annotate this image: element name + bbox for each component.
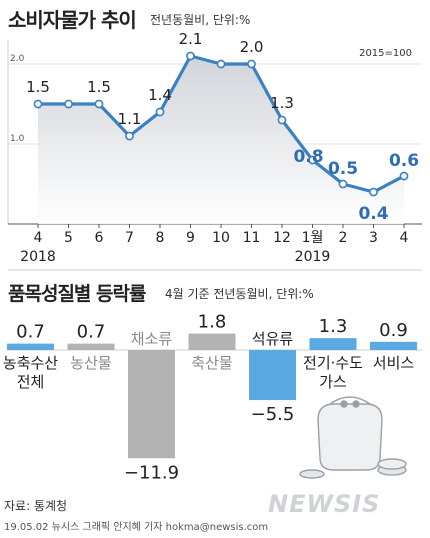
- bar-value-label: 0.9: [379, 320, 408, 341]
- bar-category-label: 축산물: [191, 354, 232, 372]
- chart2-subtitle: 4월 기준 전년동월비, 단위:%: [165, 287, 314, 301]
- x-tick-label: 12: [273, 230, 291, 246]
- line-area-fill: [38, 56, 404, 224]
- bar-category-label: 채소류: [131, 330, 173, 348]
- bar-value-label: −11.9: [124, 462, 179, 483]
- bar-value-label: −5.5: [251, 404, 295, 425]
- data-label: 2.1: [179, 30, 203, 48]
- bar: [67, 343, 115, 350]
- data-point: [277, 115, 287, 125]
- data-label: 0.6: [389, 151, 419, 171]
- x-tick-label: 10: [212, 230, 230, 246]
- chart2-title: 품목성질별 등락률: [8, 283, 146, 305]
- data-label: 0.4: [358, 204, 388, 224]
- wallet-icon: [299, 396, 407, 479]
- line-chart: 2.0 1.0 1.5 1.5 1.1 1.4 2.1 2.0 1.3 0.80.5 0.4 0.6 4…: [8, 30, 422, 265]
- data-point: [247, 59, 256, 69]
- bar-value-label: 1.8: [198, 312, 227, 333]
- x-tick-label: 2: [339, 230, 348, 246]
- bar: [128, 350, 175, 459]
- data-label: 1.1: [118, 110, 142, 128]
- x-tick-label: 5: [64, 230, 73, 246]
- bar-category-label: 전기·수도: [303, 354, 363, 372]
- bar: [7, 343, 54, 350]
- x-tick-label: 8: [156, 230, 165, 246]
- x-tick-label: 7: [125, 230, 134, 246]
- year-label: 2019: [295, 249, 331, 265]
- data-point: [399, 171, 409, 181]
- x-tick-label: 3: [369, 230, 378, 246]
- y-tick-label: 1.0: [10, 134, 25, 144]
- data-label: 1.5: [26, 78, 50, 96]
- bar-category-label: 전체: [17, 373, 45, 391]
- bar: [309, 338, 357, 350]
- data-label: 0.5: [328, 159, 358, 179]
- bar-value-label: 0.7: [16, 322, 45, 343]
- bar-category-label: 농산물: [70, 354, 111, 372]
- bar: [249, 350, 296, 401]
- data-label: 1.4: [148, 86, 172, 104]
- data-point: [308, 155, 317, 165]
- x-tick-label: 4: [34, 230, 43, 246]
- data-label: 1.5: [87, 78, 111, 96]
- chart1-subtitle: 전년동월비, 단위:%: [150, 13, 251, 27]
- data-point: [338, 179, 348, 189]
- bar-category-label: 가스: [319, 373, 347, 391]
- x-tick-label: 1월: [302, 230, 324, 246]
- y-tick-label: 2.0: [10, 54, 25, 64]
- bar: [370, 341, 417, 350]
- bar-category-label: 서비스: [373, 354, 415, 372]
- chart1-title: 소비자물가 추이: [8, 8, 137, 32]
- data-point: [155, 107, 165, 117]
- x-tick-label: 4: [400, 230, 409, 246]
- data-point: [186, 51, 195, 61]
- base-year-note: 2015=100: [359, 48, 412, 59]
- year-label: 2018: [20, 249, 56, 265]
- data-label: 2.0: [240, 38, 264, 56]
- data-point: [94, 99, 104, 109]
- x-tick-label: 6: [95, 230, 104, 246]
- bar-value-label: 0.7: [77, 322, 106, 343]
- data-label: 0.8: [293, 147, 323, 167]
- data-point: [369, 187, 378, 197]
- newsis-watermark: NEWSIS: [268, 490, 381, 518]
- x-tick-label: 9: [186, 230, 195, 246]
- x-tick-label: 11: [243, 230, 261, 246]
- bar-value-label: 1.3: [319, 316, 348, 337]
- source-text: 자료: 통계청: [4, 499, 68, 513]
- data-point: [125, 131, 134, 141]
- data-point: [33, 99, 43, 109]
- bar: [188, 333, 236, 350]
- credit-text: 19.05.02 뉴시스 그래픽 안지혜 기자 hokma@newsis.com: [4, 522, 269, 533]
- bar-category-label: 농축수산: [3, 354, 58, 372]
- data-point: [64, 99, 73, 109]
- data-label: 1.3: [270, 94, 294, 112]
- bar-category-label: 석유류: [252, 330, 294, 348]
- data-point: [216, 59, 226, 69]
